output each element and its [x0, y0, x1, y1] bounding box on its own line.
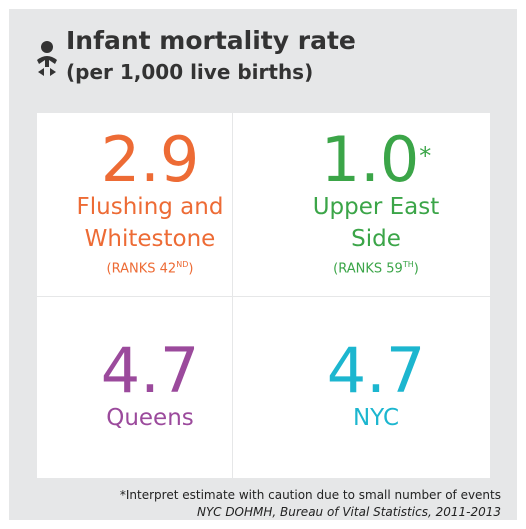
rank-suffix: ND [176, 259, 189, 269]
stat-value: 2.9 [100, 122, 200, 196]
footnote: *Interpret estimate with caution due to … [119, 488, 501, 502]
stat-value: 1.0 [320, 122, 420, 196]
rank-close: ) [188, 261, 194, 277]
stat-label: NYC [352, 405, 400, 431]
rank-close: ) [413, 261, 419, 277]
stat-cell: 4.7 NYC [263, 296, 489, 478]
subtitle: (per 1,000 live births) [66, 60, 314, 84]
title: Infant mortality rate [66, 26, 356, 55]
divider [37, 296, 490, 297]
stat-cell: 4.7 Queens [37, 296, 263, 478]
stat-cell: 2.9 Flushing and Whitestone (RANKS 42ND) [37, 113, 263, 295]
stat-value-box: 4.7 [327, 340, 426, 402]
stat-label: Flushing and Whitestone [76, 193, 224, 252]
baby-icon [37, 41, 57, 76]
stat-value-box: 4.7 [101, 340, 200, 402]
rank-suffix: TH [402, 259, 414, 269]
stat-label: Queens [106, 405, 194, 431]
source: NYC DOHMH, Bureau of Vital Statistics, 2… [197, 505, 501, 519]
asterisk: * [419, 141, 432, 170]
divider [232, 113, 233, 478]
stat-label: Upper East Side [312, 193, 440, 252]
grid [37, 113, 490, 478]
rank: (RANKS 59TH) [333, 255, 419, 279]
stat-value: 4.7 [100, 334, 200, 407]
stat-cell: 1.0* Upper East Side (RANKS 59TH) [263, 113, 489, 295]
rank-text: (RANKS 42 [106, 261, 177, 277]
rank: (RANKS 42ND) [107, 255, 194, 279]
stat-value: 4.7 [326, 334, 426, 407]
stat-value-box: 1.0* [321, 128, 432, 191]
stat-value-box: 2.9 [101, 128, 200, 191]
rank-text: (RANKS 59 [333, 261, 403, 277]
